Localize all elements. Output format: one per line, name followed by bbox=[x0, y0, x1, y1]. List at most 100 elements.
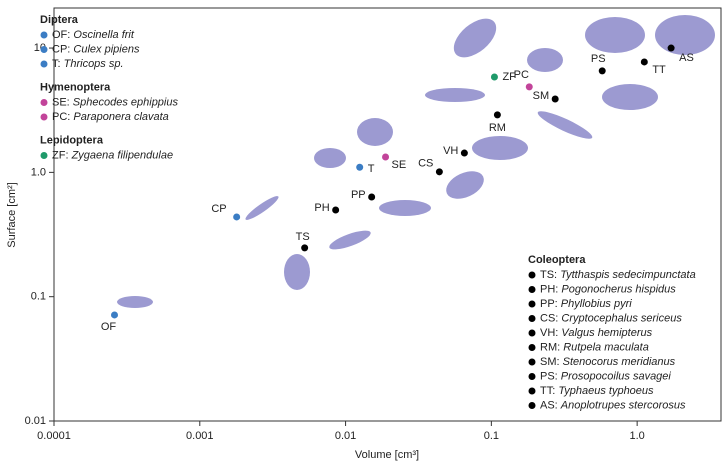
legend-entry: SE: Sphecodes ephippius bbox=[52, 96, 178, 108]
legend-entry: T: Thricops sp. bbox=[52, 58, 124, 70]
legend-entry: VH: Valgus hemipterus bbox=[540, 327, 653, 339]
legend-marker bbox=[528, 271, 536, 279]
legend-marker bbox=[528, 300, 536, 308]
legend-species: Cryptocephalus sericeus bbox=[561, 312, 682, 324]
point-label: PC bbox=[514, 69, 529, 81]
data-point bbox=[525, 83, 533, 91]
legend-species: Anoplotrupes stercorosus bbox=[560, 399, 686, 411]
point-label: SM bbox=[533, 90, 550, 102]
data-point bbox=[667, 44, 675, 52]
legend-marker bbox=[40, 46, 48, 53]
point-label: SE bbox=[392, 159, 407, 171]
x-tick-label: 0.0001 bbox=[37, 430, 71, 442]
insect-render bbox=[585, 17, 645, 53]
insect-render bbox=[425, 88, 485, 102]
legend-code: PH: bbox=[540, 283, 558, 295]
legend-code: CS: bbox=[540, 312, 558, 324]
legend-marker bbox=[528, 344, 536, 351]
insect-render bbox=[284, 254, 310, 290]
data-point bbox=[110, 311, 118, 319]
legend-species: Zygaena filipendulae bbox=[71, 149, 174, 161]
x-tick-label: 1.0 bbox=[629, 430, 644, 442]
legend-code: SM: bbox=[540, 356, 560, 368]
legend-code: RM: bbox=[540, 341, 560, 353]
legend-marker bbox=[528, 329, 536, 337]
legend-entry: OF: Oscinella frit bbox=[52, 29, 135, 41]
legend-marker bbox=[528, 315, 536, 322]
insect-render bbox=[602, 84, 658, 110]
legend-code: PP: bbox=[540, 298, 558, 310]
legend-group-title: Hymenoptera bbox=[40, 81, 111, 93]
legend-entry: AS: Anoplotrupes stercorosus bbox=[540, 399, 686, 411]
legend-group-title: Diptera bbox=[40, 14, 79, 26]
legend-species: Paraponera clavata bbox=[73, 111, 168, 123]
x-axis-title: Volume [cm³] bbox=[355, 449, 419, 461]
x-tick-label: 0.01 bbox=[335, 430, 356, 442]
legend-code: CP: bbox=[52, 43, 70, 55]
legend-code: ZF: bbox=[52, 149, 69, 161]
data-point bbox=[368, 193, 376, 201]
legend-species: Sphecodes ephippius bbox=[73, 96, 179, 108]
legend-entry: PC: Paraponera clavata bbox=[52, 111, 169, 123]
legend-group-title: Lepidoptera bbox=[40, 134, 104, 146]
legend-species: Prosopocoilus savagei bbox=[561, 370, 672, 382]
legend-entry: TS: Tytthaspis sedecimpunctata bbox=[540, 269, 696, 281]
x-tick-label: 0.1 bbox=[484, 430, 499, 442]
legend-entry: SM: Stenocorus meridianus bbox=[540, 356, 676, 368]
insect-render bbox=[379, 200, 431, 216]
data-point bbox=[332, 206, 340, 214]
insect-render bbox=[527, 48, 563, 72]
insect-render bbox=[329, 230, 371, 250]
insect-render bbox=[446, 171, 484, 199]
legend-code: PS: bbox=[540, 370, 558, 382]
legend-entry: TT: Typhaeus typhoeus bbox=[540, 385, 654, 397]
y-tick-label: 1.0 bbox=[31, 166, 46, 178]
data-point bbox=[551, 95, 559, 103]
point-label: ZF bbox=[502, 71, 516, 83]
data-point bbox=[460, 149, 468, 157]
data-point bbox=[233, 213, 241, 221]
legend-species: Oscinella frit bbox=[73, 29, 134, 41]
data-point bbox=[356, 163, 364, 171]
insect-render bbox=[117, 296, 153, 308]
legend-code: T: bbox=[52, 58, 61, 70]
insect-render bbox=[472, 136, 528, 160]
point-label: AS bbox=[679, 52, 694, 64]
insect-render bbox=[453, 18, 497, 58]
legend-species: Culex pipiens bbox=[73, 43, 140, 55]
legend-entry: ZF: Zygaena filipendulae bbox=[52, 149, 173, 161]
legend-species: Rutpela maculata bbox=[563, 341, 649, 353]
legend-species: Typhaeus typhoeus bbox=[558, 385, 654, 397]
point-label: TT bbox=[652, 64, 666, 76]
point-label: PP bbox=[351, 189, 366, 201]
point-label: OF bbox=[101, 321, 117, 333]
legend-marker bbox=[528, 402, 536, 409]
point-label: T bbox=[368, 163, 375, 175]
x-tick-label: 0.001 bbox=[186, 430, 214, 442]
point-label: PS bbox=[591, 53, 606, 65]
insect-render bbox=[245, 196, 279, 220]
legend-marker bbox=[528, 387, 536, 395]
legend-code: SE: bbox=[52, 96, 70, 108]
data-point bbox=[382, 153, 390, 161]
legend-code: PC: bbox=[52, 111, 70, 123]
legend-code: OF: bbox=[52, 29, 70, 41]
plot-frame bbox=[53, 7, 722, 422]
y-tick-label: 0.01 bbox=[25, 415, 46, 427]
point-label: CS bbox=[418, 158, 433, 170]
point-label: RM bbox=[489, 122, 506, 134]
legend-species: Pogonocherus hispidus bbox=[561, 283, 676, 295]
legend-entry: CS: Cryptocephalus sericeus bbox=[540, 312, 682, 324]
y-tick-label: 0.1 bbox=[31, 291, 46, 303]
legend-species: Valgus hemipterus bbox=[561, 327, 652, 339]
insect-render bbox=[537, 111, 593, 139]
data-point bbox=[435, 168, 443, 176]
legend-marker bbox=[40, 99, 48, 106]
legend-group-title: Coleoptera bbox=[528, 254, 586, 266]
legend-entry: PP: Phyllobius pyri bbox=[540, 298, 632, 310]
legend-marker bbox=[40, 113, 48, 121]
legend-entry: CP: Culex pipiens bbox=[52, 43, 140, 55]
data-point bbox=[598, 67, 606, 75]
legend-code: TS: bbox=[540, 269, 557, 281]
